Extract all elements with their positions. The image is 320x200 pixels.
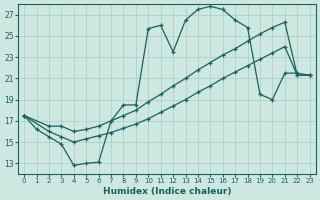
X-axis label: Humidex (Indice chaleur): Humidex (Indice chaleur): [103, 187, 231, 196]
